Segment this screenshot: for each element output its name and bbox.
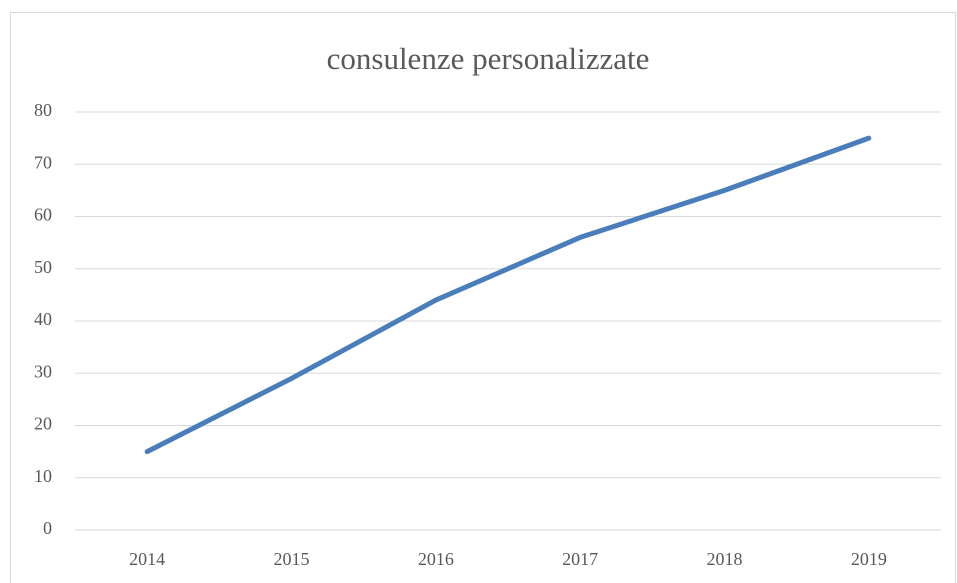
y-tick-label: 40: [34, 309, 52, 329]
y-tick-label: 10: [34, 466, 52, 486]
data-line: [144, 135, 872, 455]
chart-frame: [10, 12, 956, 583]
y-tick-label: 80: [34, 100, 52, 120]
y-tick-label: 70: [34, 152, 52, 172]
x-tick-label: 2019: [851, 549, 887, 569]
x-tick-label: 2016: [418, 549, 454, 569]
y-tick-label: 20: [34, 414, 52, 434]
y-tick-label: 0: [43, 518, 52, 538]
x-tick-label: 2014: [129, 549, 165, 569]
x-tick-label: 2017: [562, 549, 598, 569]
y-tick-label: 60: [34, 205, 52, 225]
x-tick-label: 2015: [274, 549, 310, 569]
y-tick-label: 30: [34, 361, 52, 381]
x-tick-label: 2018: [707, 549, 743, 569]
chart-title: consulenze personalizzate: [327, 41, 650, 76]
y-tick-label: 50: [34, 257, 52, 277]
